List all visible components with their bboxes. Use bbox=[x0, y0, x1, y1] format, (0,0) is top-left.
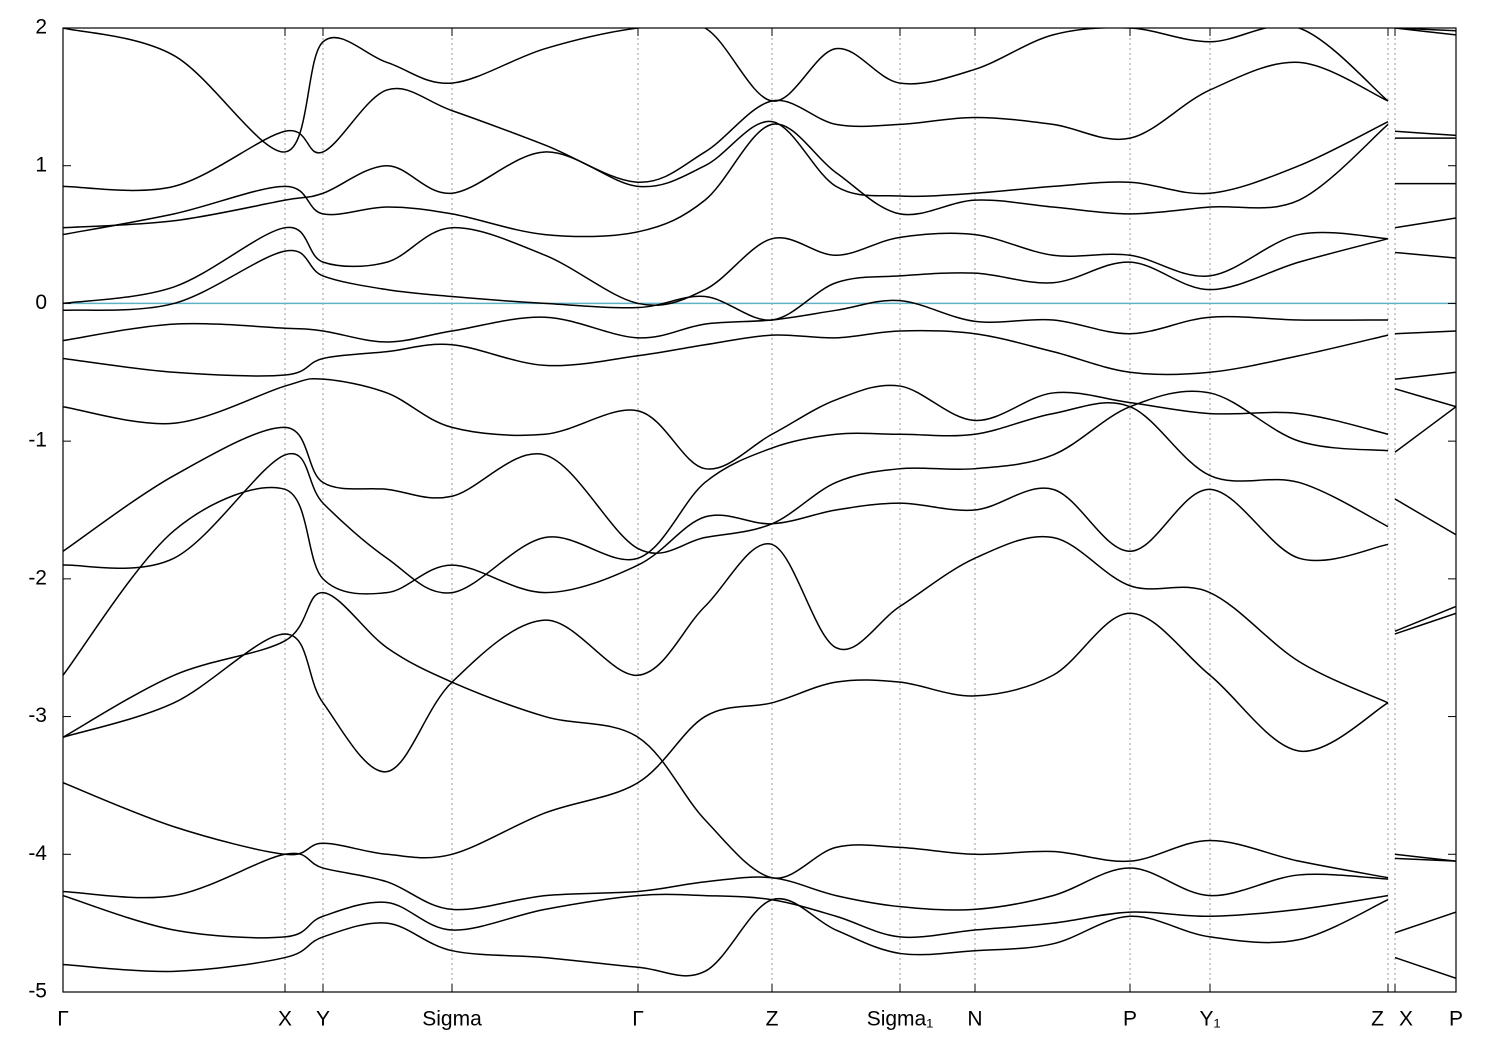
band-line bbox=[63, 371, 1456, 470]
x-tick-label: Sigma₁ bbox=[867, 1008, 934, 1031]
y-tick-label: -4 bbox=[28, 842, 47, 865]
band-line bbox=[63, 217, 1456, 321]
y-tick-label: -3 bbox=[28, 704, 47, 727]
y-tick-label: 0 bbox=[35, 291, 47, 314]
band-line bbox=[63, 120, 1456, 229]
band-line bbox=[63, 535, 1456, 773]
band-layer bbox=[63, 28, 1456, 979]
band-line bbox=[63, 251, 1456, 343]
y-tick-label: -1 bbox=[28, 429, 47, 452]
x-tick-label: Y₁ bbox=[1199, 1008, 1220, 1031]
band-line bbox=[63, 402, 1456, 594]
x-tick-label: P bbox=[1123, 1008, 1137, 1031]
band-line bbox=[63, 612, 1456, 859]
band-line bbox=[63, 182, 1456, 306]
y-tick-label: 1 bbox=[35, 153, 47, 176]
x-tick-label: Γ bbox=[57, 1008, 69, 1031]
band-line bbox=[63, 852, 1456, 911]
band-line bbox=[63, 486, 1456, 676]
x-tick-label: X bbox=[1399, 1008, 1413, 1031]
x-tick-label: P bbox=[1449, 1008, 1463, 1031]
x-tick-label: X bbox=[278, 1008, 292, 1031]
band-line bbox=[63, 893, 1456, 939]
x-tick-label: Z bbox=[766, 1008, 779, 1031]
y-tick-label: -5 bbox=[28, 980, 47, 1003]
x-tick-label: Γ bbox=[632, 1008, 644, 1031]
grid-layer bbox=[63, 28, 1456, 992]
x-tick-label: Y bbox=[316, 1008, 330, 1031]
band-line bbox=[63, 897, 1456, 979]
band-line bbox=[63, 329, 1456, 377]
band-line bbox=[63, 28, 1456, 192]
x-tick-label: N bbox=[967, 1008, 982, 1031]
band-line bbox=[63, 591, 1456, 879]
band-line bbox=[63, 388, 1456, 554]
band-line bbox=[63, 123, 1456, 238]
x-tick-label: Z bbox=[1371, 1008, 1384, 1031]
plot-frame bbox=[62, 27, 1457, 993]
x-tick-label: Sigma bbox=[422, 1008, 482, 1031]
y-tick-label: 2 bbox=[35, 16, 47, 39]
y-tick-label: -2 bbox=[28, 566, 47, 589]
